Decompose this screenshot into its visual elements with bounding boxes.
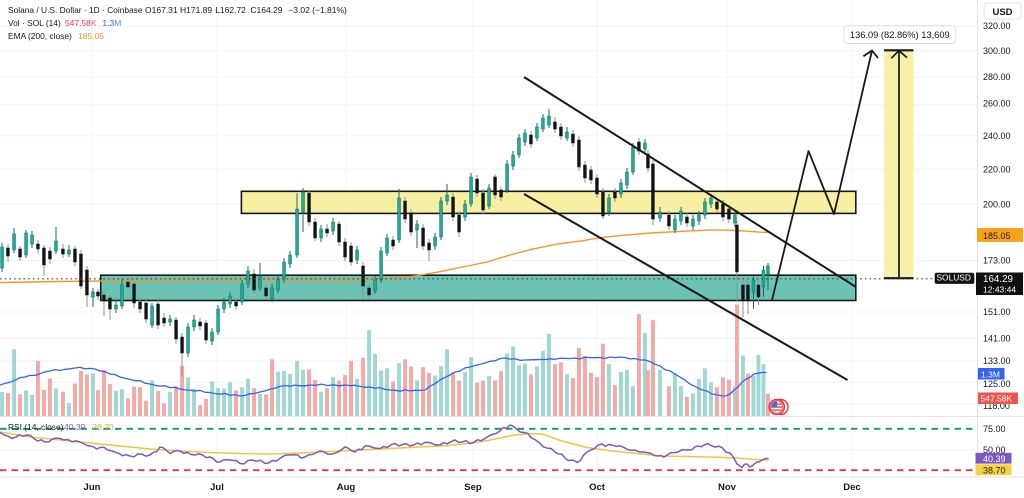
svg-text:136.09 (82.86%) 13,609: 136.09 (82.86%) 13,609 — [850, 30, 950, 40]
svg-text:185.05: 185.05 — [78, 31, 104, 41]
svg-text:SOLUSD: SOLUSD — [936, 273, 970, 283]
svg-text:260.00: 260.00 — [983, 99, 1011, 109]
svg-text:12:43:44: 12:43:44 — [983, 284, 1016, 294]
svg-text:Oct: Oct — [589, 482, 606, 493]
svg-text:Sep: Sep — [464, 482, 482, 493]
svg-text:141.00: 141.00 — [983, 334, 1011, 344]
svg-text:H171.89: H171.89 — [180, 5, 212, 15]
svg-text:C164.29: C164.29 — [250, 5, 282, 15]
svg-text:EMA (200, close): EMA (200, close) — [8, 31, 72, 41]
svg-text:Dec: Dec — [843, 482, 860, 493]
svg-text:O167.31: O167.31 — [145, 5, 178, 15]
svg-text:L162.72: L162.72 — [215, 5, 246, 15]
svg-text:Vol · SOL (14): Vol · SOL (14) — [8, 18, 61, 28]
svg-text:Nov: Nov — [718, 482, 737, 493]
svg-text:133.00: 133.00 — [983, 356, 1011, 366]
svg-text:320.00: 320.00 — [983, 21, 1011, 31]
svg-text:75.00: 75.00 — [983, 424, 1006, 434]
svg-text:280.00: 280.00 — [983, 72, 1011, 82]
svg-text:50.00: 50.00 — [983, 445, 1006, 455]
svg-text:Jun: Jun — [84, 482, 101, 493]
svg-text:−3.02 (−1.81%): −3.02 (−1.81%) — [288, 5, 347, 15]
svg-text:220.00: 220.00 — [983, 164, 1011, 174]
svg-text:173.00: 173.00 — [983, 256, 1011, 266]
svg-text:1.3M: 1.3M — [102, 18, 121, 28]
svg-text:300.00: 300.00 — [983, 46, 1011, 56]
svg-text:240.00: 240.00 — [983, 131, 1011, 141]
svg-text:118.00: 118.00 — [983, 401, 1010, 411]
svg-text:Jul: Jul — [210, 482, 224, 493]
svg-text:547.58K: 547.58K — [981, 394, 1013, 404]
svg-text:164.29: 164.29 — [983, 274, 1013, 285]
svg-text:547.58K: 547.58K — [65, 18, 97, 28]
svg-text:200.00: 200.00 — [983, 200, 1011, 210]
svg-text:40.39: 40.39 — [983, 454, 1006, 464]
svg-text:125.00: 125.00 — [983, 379, 1011, 389]
svg-text:38.70: 38.70 — [983, 466, 1006, 476]
svg-text:Solana / U.S. Dollar · 1D · Co: Solana / U.S. Dollar · 1D · Coinbase — [8, 5, 143, 15]
svg-text:151.00: 151.00 — [983, 307, 1011, 317]
svg-text:40.39: 40.39 — [64, 422, 86, 432]
svg-text:185.05: 185.05 — [983, 231, 1011, 241]
svg-text:1.3M: 1.3M — [981, 369, 1000, 379]
svg-text:USD: USD — [992, 7, 1012, 18]
svg-text:RSI (14, close): RSI (14, close) — [8, 422, 64, 432]
svg-text:Aug: Aug — [337, 482, 356, 493]
svg-text:38.70: 38.70 — [93, 422, 115, 432]
